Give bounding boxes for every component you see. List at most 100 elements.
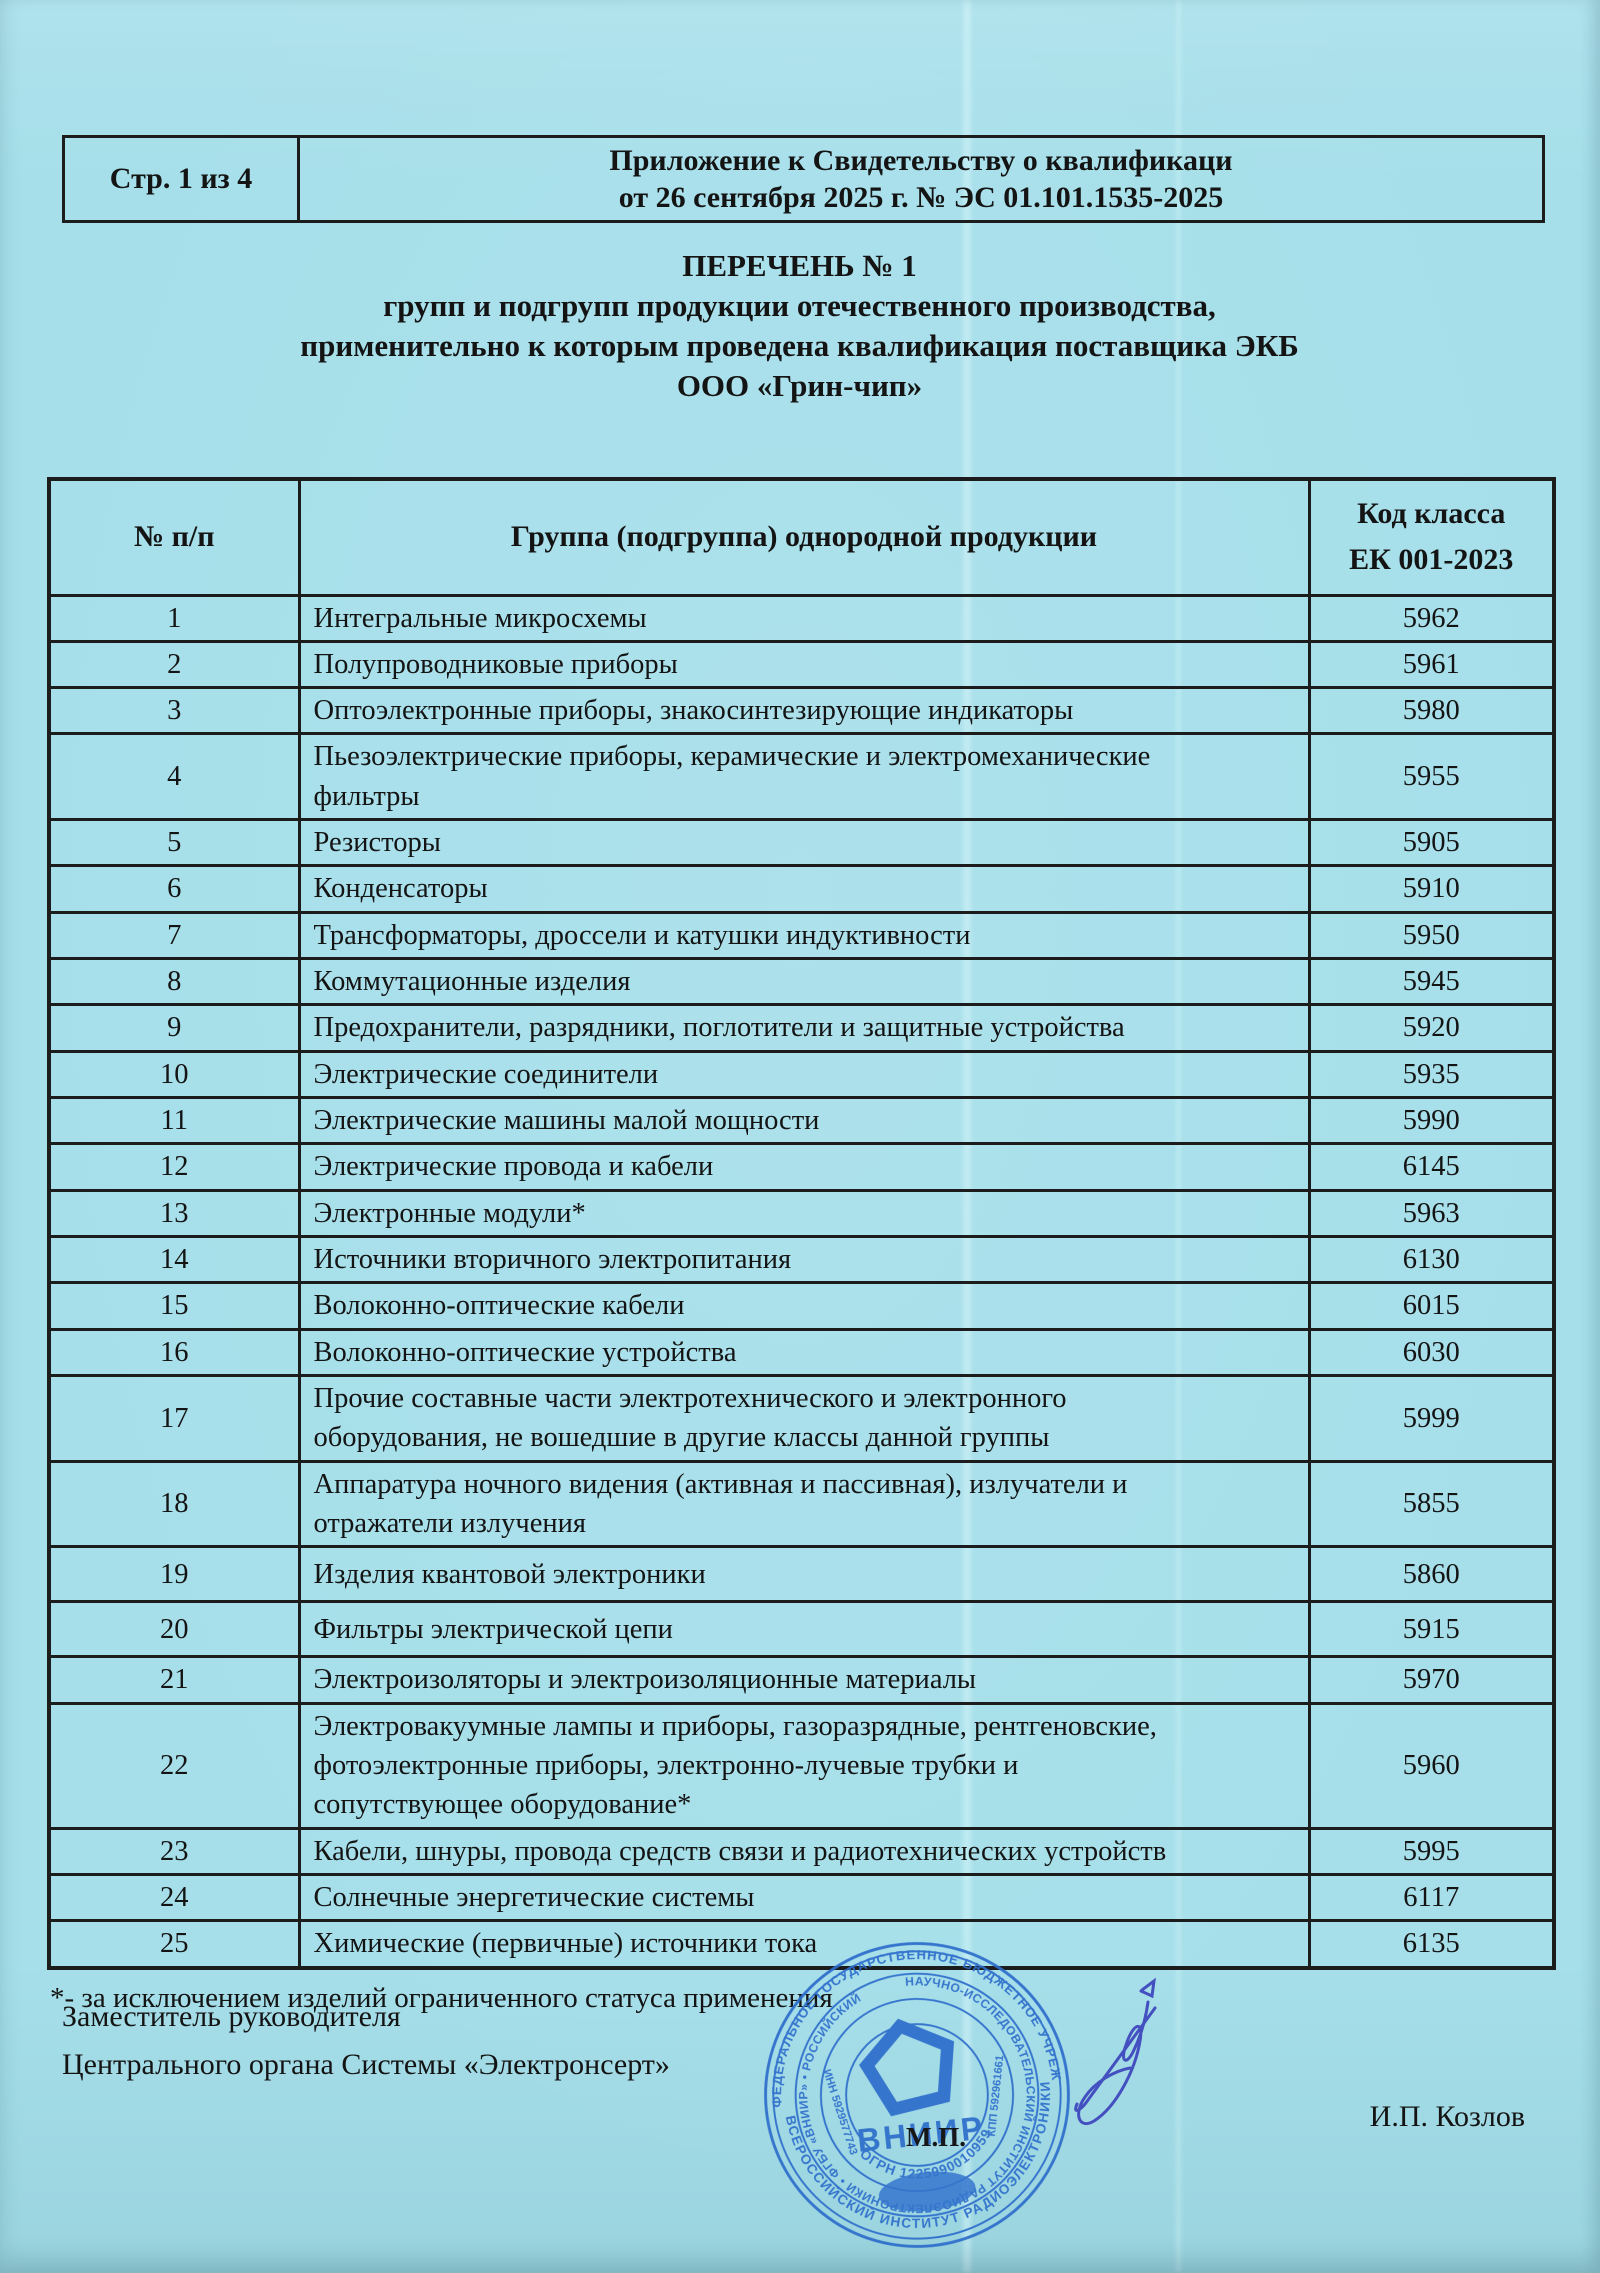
product-groups-table: № п/п Группа (подгруппа) однородной прод… [47,477,1556,1970]
table-row: 3 Оптоэлектронные приборы, знакосинтезир… [47,686,1556,736]
row-group-name: Трансформаторы, дроссели и катушки индук… [297,910,1311,961]
table-row: 17 Прочие составные части электротехниче… [47,1374,1556,1463]
table-row: 21 Электроизоляторы и электроизоляционны… [47,1655,1556,1705]
row-number: 5 [47,818,301,868]
table-row: 1 Интегральные микросхемы 5962 [47,593,1556,643]
row-number: 11 [47,1096,301,1146]
row-class-code: 5860 [1307,1545,1556,1604]
table-header-row: № п/п Группа (подгруппа) однородной прод… [47,477,1556,597]
row-number: 14 [47,1235,301,1285]
col-header-num: № п/п [47,477,301,597]
row-number: 21 [47,1655,301,1705]
row-number: 19 [47,1545,301,1604]
table-row: 24 Солнечные энергетические системы 6117 [47,1873,1556,1923]
row-class-code: 6145 [1307,1142,1556,1192]
signer-name: И.П. Козлов [1369,2100,1525,2133]
document-title-block: ПЕРЕЧЕНЬ № 1 групп и подгрупп продукции … [47,250,1552,410]
handwritten-signature-icon [1074,1977,1157,2125]
table-row: 11 Электрические машины малой мощности 5… [47,1096,1556,1146]
table-row: 8 Коммутационные изделия 5945 [47,957,1556,1007]
row-group-name: Прочие составные части электротехническо… [297,1374,1311,1463]
footnote: *- за исключением изделий ограниченного … [50,1981,833,2014]
row-number: 20 [47,1600,301,1659]
row-group-name: Кабели, шнуры, провода средств связи и р… [297,1826,1311,1877]
row-class-code: 6117 [1307,1873,1556,1923]
row-number: 13 [47,1188,301,1239]
row-number: 17 [47,1374,301,1463]
table-row: 15 Волоконно-оптические кабели 6015 [47,1281,1556,1331]
row-number: 25 [47,1919,301,1970]
list-title: ПЕРЕЧЕНЬ № 1 [682,248,917,283]
table-row: 19 Изделия квантовой электроники 5860 [47,1545,1556,1604]
signer-position-line2: Центрального органа Системы «Электронсер… [62,2048,670,2081]
row-number: 4 [47,732,301,822]
list-subtitle-1: групп и подгрупп продукции отечественног… [383,288,1216,323]
table-row: 4 Пьезоэлектрические приборы, керамическ… [47,732,1556,822]
row-class-code: 5950 [1307,910,1556,961]
row-group-name: Коммутационные изделия [297,957,1311,1007]
stamp-kpp-text: КПП 592961661 [986,2055,1006,2138]
row-class-code: 5855 [1307,1459,1556,1549]
row-group-name: Пьезоэлектрические приборы, керамические… [297,732,1311,822]
row-group-name: Резисторы [297,818,1311,868]
official-stamp-seal-icon: ФЕДЕРАЛЬНОЕ ГОСУДАРСТВЕННОЕ БЮДЖЕТНОЕ УЧ… [754,1932,1070,2248]
row-class-code: 5962 [1307,593,1556,643]
supplier-name: ООО «Грин-чип» [676,368,923,403]
product-groups-table-wrap: № п/п Группа (подгруппа) однородной прод… [47,477,1556,2015]
row-class-code: 5915 [1307,1600,1556,1659]
signer-position-line1: Заместитель руководителя [62,2000,401,2033]
appendix-title-line1: Приложение к Свидетельству о квалификаци [609,143,1233,177]
appendix-title-cell: Приложение к Свидетельству о квалификаци… [300,138,1542,220]
row-group-name: Оптоэлектронные приборы, знакосинтезирую… [297,686,1311,736]
table-row: 14 Источники вторичного электропитания 6… [47,1235,1556,1285]
stamp-inn-text: ИНН 5929577743 [820,2068,859,2157]
page-number-label: Стр. 1 из 4 [109,162,253,196]
table-row: 2 Полупроводниковые приборы 5961 [47,639,1556,690]
row-number: 15 [47,1281,301,1331]
row-group-name: Электронные модули* [297,1188,1311,1239]
row-class-code: 5945 [1307,957,1556,1007]
row-class-code: 5990 [1307,1096,1556,1146]
row-number: 16 [47,1327,301,1378]
row-number: 7 [47,910,301,961]
row-class-code: 5995 [1307,1826,1556,1877]
row-group-name: Фильтры электрической цепи [297,1600,1311,1659]
row-number: 9 [47,1003,301,1053]
table-row: 18 Аппаратура ночного видения (активная … [47,1459,1556,1549]
table-row: 25 Химические (первичные) источники тока… [47,1919,1556,1970]
row-class-code: 5970 [1307,1655,1556,1705]
row-group-name: Волоконно-оптические кабели [297,1281,1311,1331]
row-class-code: 5920 [1307,1003,1556,1053]
row-class-code: 5905 [1307,818,1556,868]
row-group-name: Полупроводниковые приборы [297,639,1311,690]
row-class-code: 5955 [1307,732,1556,822]
col-header-group: Группа (подгруппа) однородной продукции [297,477,1311,597]
row-class-code: 5910 [1307,864,1556,914]
row-group-name: Интегральные микросхемы [297,593,1311,643]
row-number: 12 [47,1142,301,1192]
row-group-name: Химические (первичные) источники тока [297,1919,1311,1970]
row-number: 3 [47,686,301,736]
row-group-name: Электрические провода и кабели [297,1142,1311,1192]
row-number: 1 [47,593,301,643]
table-row: 16 Волоконно-оптические устройства 6030 [47,1327,1556,1378]
row-group-name: Волоконно-оптические устройства [297,1327,1311,1378]
row-class-code: 6130 [1307,1235,1556,1285]
row-group-name: Источники вторичного электропитания [297,1235,1311,1285]
table-row: 7 Трансформаторы, дроссели и катушки инд… [47,910,1556,961]
list-subtitle-2: применительно к которым проведена квалиф… [300,328,1299,363]
row-number: 6 [47,864,301,914]
row-group-name: Электроизоляторы и электроизоляционные м… [297,1655,1311,1705]
row-class-code: 5999 [1307,1374,1556,1463]
row-number: 22 [47,1701,301,1830]
col-header-code: Код класса ЕК 001-2023 [1307,477,1556,597]
table-row: 5 Резисторы 5905 [47,818,1556,868]
row-number: 23 [47,1826,301,1877]
row-group-name: Конденсаторы [297,864,1311,914]
table-row: 23 Кабели, шнуры, провода средств связи … [47,1826,1556,1877]
table-body: 1 Интегральные микросхемы 5962 2 Полупро… [47,593,1556,1970]
table-row: 20 Фильтры электрической цепи 5915 [47,1600,1556,1659]
row-group-name: Изделия квантовой электроники [297,1545,1311,1604]
stamp-pentagon-logo-icon [859,2018,955,2117]
